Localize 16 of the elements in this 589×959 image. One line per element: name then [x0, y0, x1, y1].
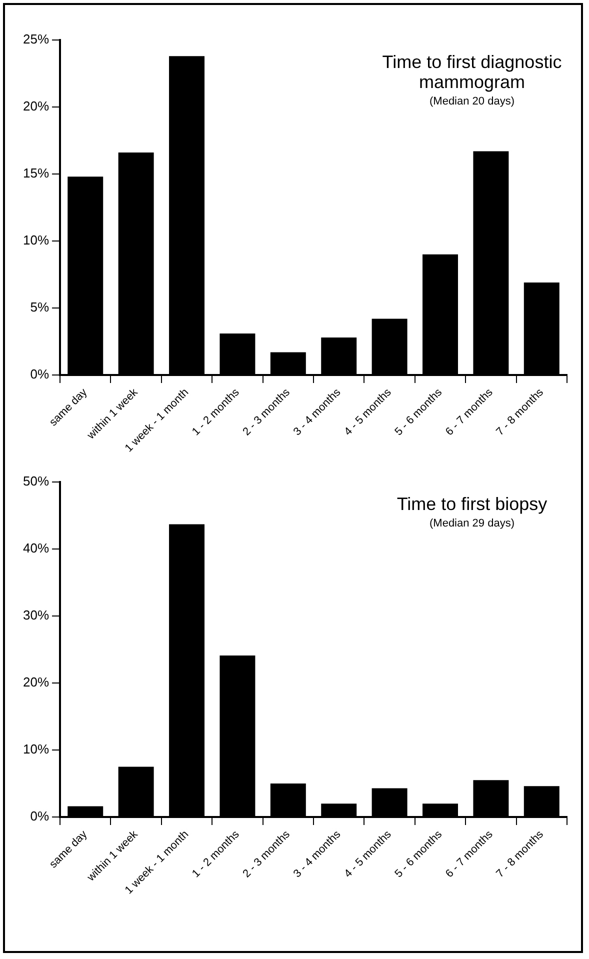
y-tick-label: 40%	[22, 540, 50, 556]
y-tick-label: 15%	[22, 166, 50, 181]
y-tick-label: 50%	[22, 474, 50, 489]
text: (Median 20 days)	[430, 96, 514, 108]
text: Time to first diagnostic mammogram	[382, 52, 562, 92]
text: Time to first biopsy	[396, 494, 548, 514]
y-tick-label: 20%	[22, 674, 50, 690]
y-tick-label: 10%	[22, 742, 50, 757]
y-tick-label: 30%	[22, 608, 50, 623]
y-tick-label: 5%	[30, 300, 50, 315]
y-tick-label: 0%	[30, 366, 50, 382]
y-tick-label: 25%	[22, 32, 50, 47]
y-tick-label: 20%	[22, 98, 50, 114]
y-tick-label: 0%	[30, 808, 50, 824]
text: (Median 29 days)	[430, 518, 514, 530]
y-tick-label: 10%	[22, 232, 50, 248]
